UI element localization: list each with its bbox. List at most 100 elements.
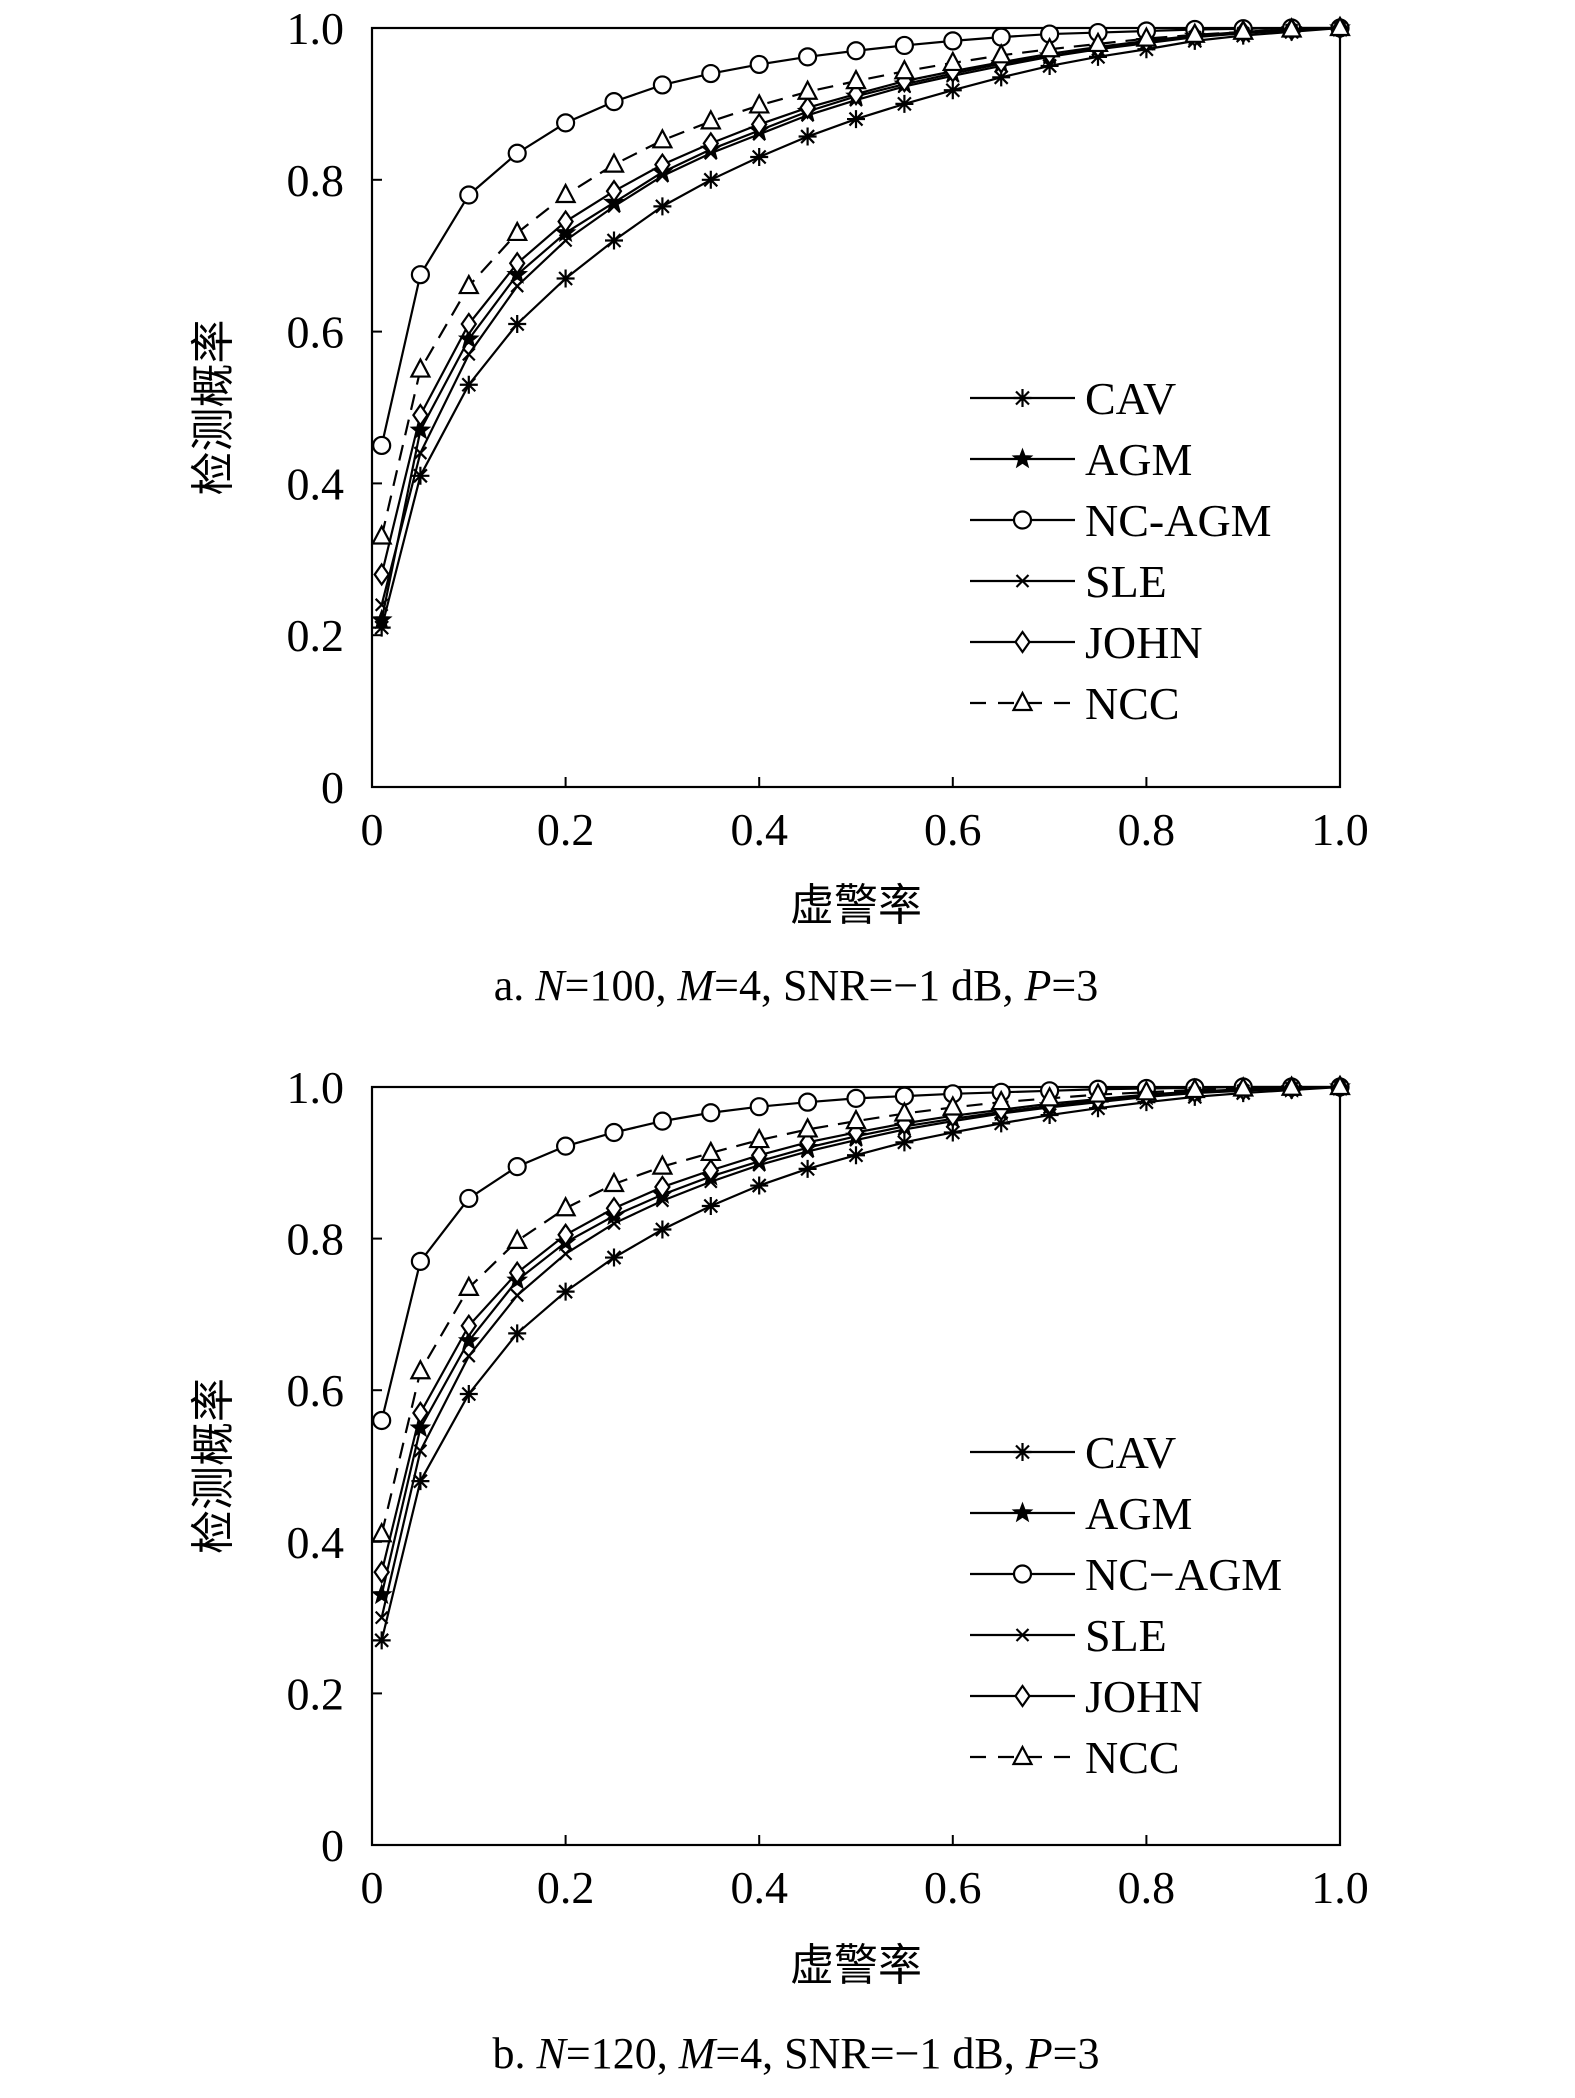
chart-a: 0 0.2 0.4 0.6 0.8 1.0 0 0.2 0.4 0.6 0.8 1.0 虚警率 检测概率 C… [188, 3, 1369, 1010]
data-point [508, 251, 526, 276]
legend-marker [1011, 447, 1034, 469]
data-point [372, 435, 392, 456]
data-point [701, 1103, 721, 1123]
data-point [748, 1127, 771, 1149]
legend-label: NCC [1085, 678, 1180, 729]
x-tick-label: 0.2 [537, 1862, 595, 1913]
data-point [750, 112, 768, 137]
data-point [941, 1095, 964, 1116]
data-point [702, 131, 720, 156]
plot-frame [370, 1085, 1342, 1847]
data-point [373, 1560, 391, 1585]
data-point [507, 1156, 527, 1177]
legend-label: AGM [1085, 434, 1192, 485]
data-point [1135, 26, 1158, 47]
data-point [943, 31, 963, 51]
data-point [895, 1133, 914, 1152]
data-point [556, 269, 575, 288]
data-point [652, 75, 673, 95]
data-point [410, 265, 430, 285]
data-point [702, 1158, 720, 1183]
series-ncc [370, 1074, 1351, 1543]
data-point [460, 1313, 478, 1338]
data-point [653, 197, 672, 216]
data-point [462, 347, 476, 362]
data-point [1087, 1082, 1109, 1103]
data-point [412, 403, 429, 428]
y-axis-label: 检测概率 [188, 320, 239, 496]
data-point [652, 1111, 673, 1131]
data-point [374, 598, 389, 612]
series-line [380, 1085, 1341, 1535]
series-line [380, 26, 1341, 575]
legend-label: AGM [1085, 1488, 1192, 1539]
legend-marker [1015, 1628, 1030, 1642]
data-point [796, 1117, 819, 1138]
data-point [990, 1089, 1013, 1111]
y-tick-label: 0.4 [287, 1517, 345, 1568]
data-point [797, 1092, 818, 1112]
y-tick-label: 0.2 [287, 610, 345, 661]
chart-b: 0 0.2 0.4 0.6 0.8 1.0 0 0.2 0.4 0.6 0.8 1.0 虚警率 检测概率 C… [188, 1062, 1369, 2078]
legend: CAV AGM NC−AGM SLE JOHN NCC [970, 1427, 1282, 1783]
data-point [607, 1216, 621, 1231]
data-point [653, 1220, 672, 1239]
data-point [462, 1349, 476, 1363]
legend-label: JOHN [1085, 617, 1203, 668]
x-tick-label: 0.8 [1118, 804, 1176, 855]
data-point [409, 1358, 432, 1380]
data-point [410, 1251, 430, 1271]
data-point [508, 1260, 526, 1285]
legend-marker [1015, 574, 1030, 588]
legend-label: JOHN [1085, 1671, 1203, 1722]
data-point [651, 127, 674, 149]
data-point [507, 143, 527, 163]
data-point [894, 35, 915, 56]
data-point [699, 109, 722, 130]
data-point [797, 47, 818, 67]
data-point [607, 199, 621, 214]
data-point [1280, 1075, 1303, 1096]
y-tick-label: 0.6 [287, 307, 345, 358]
legend-marker [1013, 1443, 1032, 1461]
data-point [699, 1140, 722, 1162]
data-point [604, 1122, 624, 1143]
legend-label: CAV [1085, 1427, 1176, 1478]
data-point [992, 68, 1011, 87]
legend-marker [1014, 1684, 1031, 1708]
y-tick-label: 0.4 [287, 458, 345, 509]
data-point [798, 127, 817, 146]
data-point [370, 1521, 393, 1543]
plot-frame [370, 26, 1342, 789]
data-point [1038, 1086, 1061, 1107]
legend-label: NC−AGM [1085, 1549, 1282, 1600]
data-point [799, 95, 816, 120]
data-point [750, 148, 769, 167]
data-point [555, 113, 576, 133]
x-tick-label: 0.6 [924, 1862, 982, 1913]
data-point [412, 1401, 429, 1425]
y-tick-label: 0 [321, 1820, 344, 1871]
data-point [460, 312, 478, 336]
data-point [370, 1583, 393, 1605]
data-point [605, 231, 623, 250]
data-point [605, 1248, 623, 1267]
y-tick-label: 0.8 [287, 1214, 345, 1265]
data-point [372, 1631, 391, 1650]
y-tick-label: 0 [321, 762, 344, 813]
data-point [558, 233, 573, 248]
data-point [701, 63, 721, 84]
data-point [651, 1154, 674, 1175]
y-tick-label: 0.8 [287, 155, 345, 206]
data-point [701, 1197, 720, 1216]
data-point [411, 1472, 430, 1491]
data-point [893, 1101, 916, 1122]
x-tick-label: 0 [361, 804, 384, 855]
data-point [943, 1123, 962, 1142]
legend-label: SLE [1085, 1610, 1167, 1661]
x-tick-label: 0.2 [537, 804, 595, 855]
data-point [373, 562, 391, 587]
data-point [457, 273, 480, 295]
data-point [372, 1410, 392, 1431]
data-point [554, 1195, 577, 1217]
